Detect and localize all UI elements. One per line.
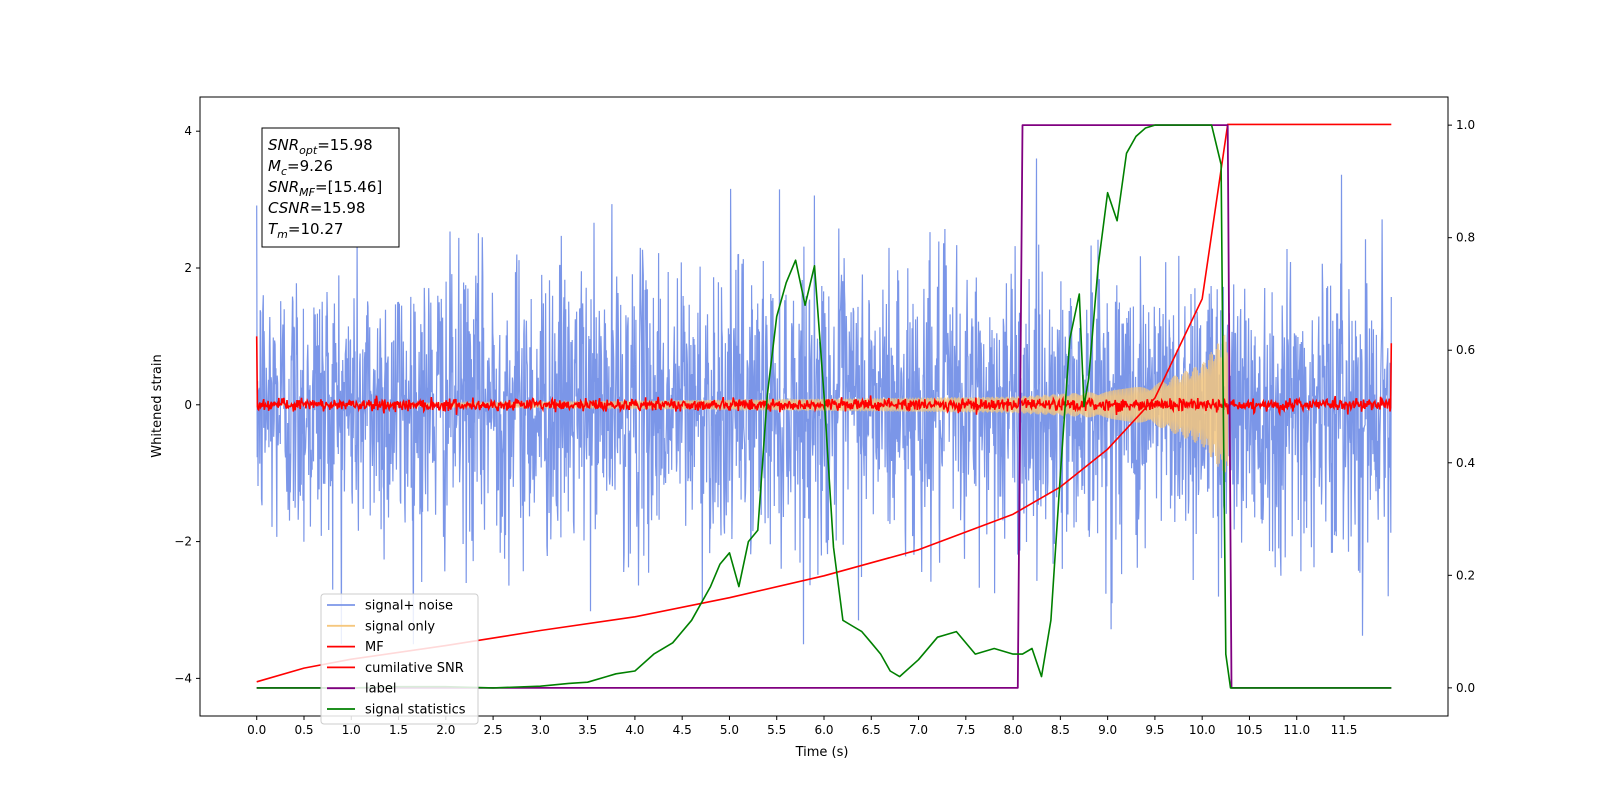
x-tick-label: 1.0 — [342, 723, 361, 737]
mf-line — [255, 336, 1393, 417]
x-tick-label: 7.5 — [956, 723, 975, 737]
legend: signal+ noise signal only MF cumilative SNR… — [320, 593, 479, 725]
x-tick-label: 10.0 — [1189, 723, 1216, 737]
legend-label: MF — [365, 640, 384, 655]
info-box-line: SNRopt=15.98 — [268, 136, 373, 157]
x-tick-label: 6.5 — [862, 723, 881, 737]
x-tick-label: 5.5 — [767, 723, 786, 737]
legend-label: signal only — [365, 619, 435, 634]
y-axis-label: Whitened strain — [150, 354, 165, 457]
x-tick-label: 4.0 — [625, 723, 644, 737]
y-right-tick-label: 1.0 — [1456, 118, 1475, 132]
x-tick-label: 9.0 — [1098, 723, 1117, 737]
x-tick-label: 8.5 — [1051, 723, 1070, 737]
y-axis-right: 1.0 0.8 0.6 0.4 0.2 0.0 — [1448, 118, 1475, 695]
legend-label: signal statistics — [365, 703, 466, 718]
y-right-tick-label: 0.0 — [1456, 681, 1475, 695]
y-right-tick-label: 0.2 — [1456, 568, 1475, 582]
x-axis: 0.0 0.5 1.0 1.5 2.0 2.5 3.0 3.5 4.0 4.5 5.0 5.5 6.0 6… — [247, 716, 1357, 737]
x-tick-label: 0.5 — [294, 723, 313, 737]
signal-statistics-series — [256, 124, 1392, 689]
signal-statistics-line — [256, 124, 1392, 689]
info-box-line: Tm=10.27 — [268, 220, 343, 241]
y-right-tick-label: 0.8 — [1456, 231, 1475, 245]
x-tick-label: 3.0 — [531, 723, 550, 737]
y-left-tick-label: 2 — [184, 261, 192, 275]
mf-series — [255, 336, 1393, 417]
x-tick-label: 10.5 — [1236, 723, 1263, 737]
y-left-tick-label: −2 — [174, 535, 192, 549]
x-tick-label: 11.0 — [1283, 723, 1310, 737]
legend-label: cumilative SNR — [365, 661, 464, 676]
x-tick-label: 2.0 — [436, 723, 455, 737]
x-tick-label: 5.0 — [720, 723, 739, 737]
info-box-frame — [261, 127, 400, 248]
x-tick-label: 0.0 — [247, 723, 266, 737]
legend-label: signal+ noise — [365, 599, 453, 614]
x-tick-label: 9.5 — [1145, 723, 1164, 737]
info-box-line: CSNR=15.98 — [268, 199, 365, 217]
x-tick-label: 7.0 — [909, 723, 928, 737]
legend-frame — [320, 593, 479, 725]
y-left-tick-label: 0 — [184, 398, 192, 412]
x-tick-label: 4.5 — [673, 723, 692, 737]
info-box-line: Mc=9.26 — [268, 157, 333, 178]
info-box: SNRopt=15.98Mc=9.26SNRMF=[15.46]CSNR=15.… — [261, 127, 400, 248]
x-tick-label: 2.5 — [484, 723, 503, 737]
x-tick-label: 8.0 — [1004, 723, 1023, 737]
x-tick-label: 1.5 — [389, 723, 408, 737]
y-axis-left: 4 2 0 −2 −4 — [174, 124, 200, 685]
x-axis-label: Time (s) — [795, 745, 849, 760]
info-box-line: SNRMF=[15.46] — [268, 178, 382, 199]
y-left-tick-label: −4 — [174, 671, 192, 685]
y-right-tick-label: 0.4 — [1456, 456, 1475, 470]
y-right-tick-label: 0.6 — [1456, 343, 1475, 357]
x-tick-label: 11.5 — [1331, 723, 1358, 737]
x-tick-label: 6.0 — [814, 723, 833, 737]
legend-label: label — [365, 682, 396, 697]
x-tick-label: 3.5 — [578, 723, 597, 737]
y-left-tick-label: 4 — [184, 124, 192, 138]
